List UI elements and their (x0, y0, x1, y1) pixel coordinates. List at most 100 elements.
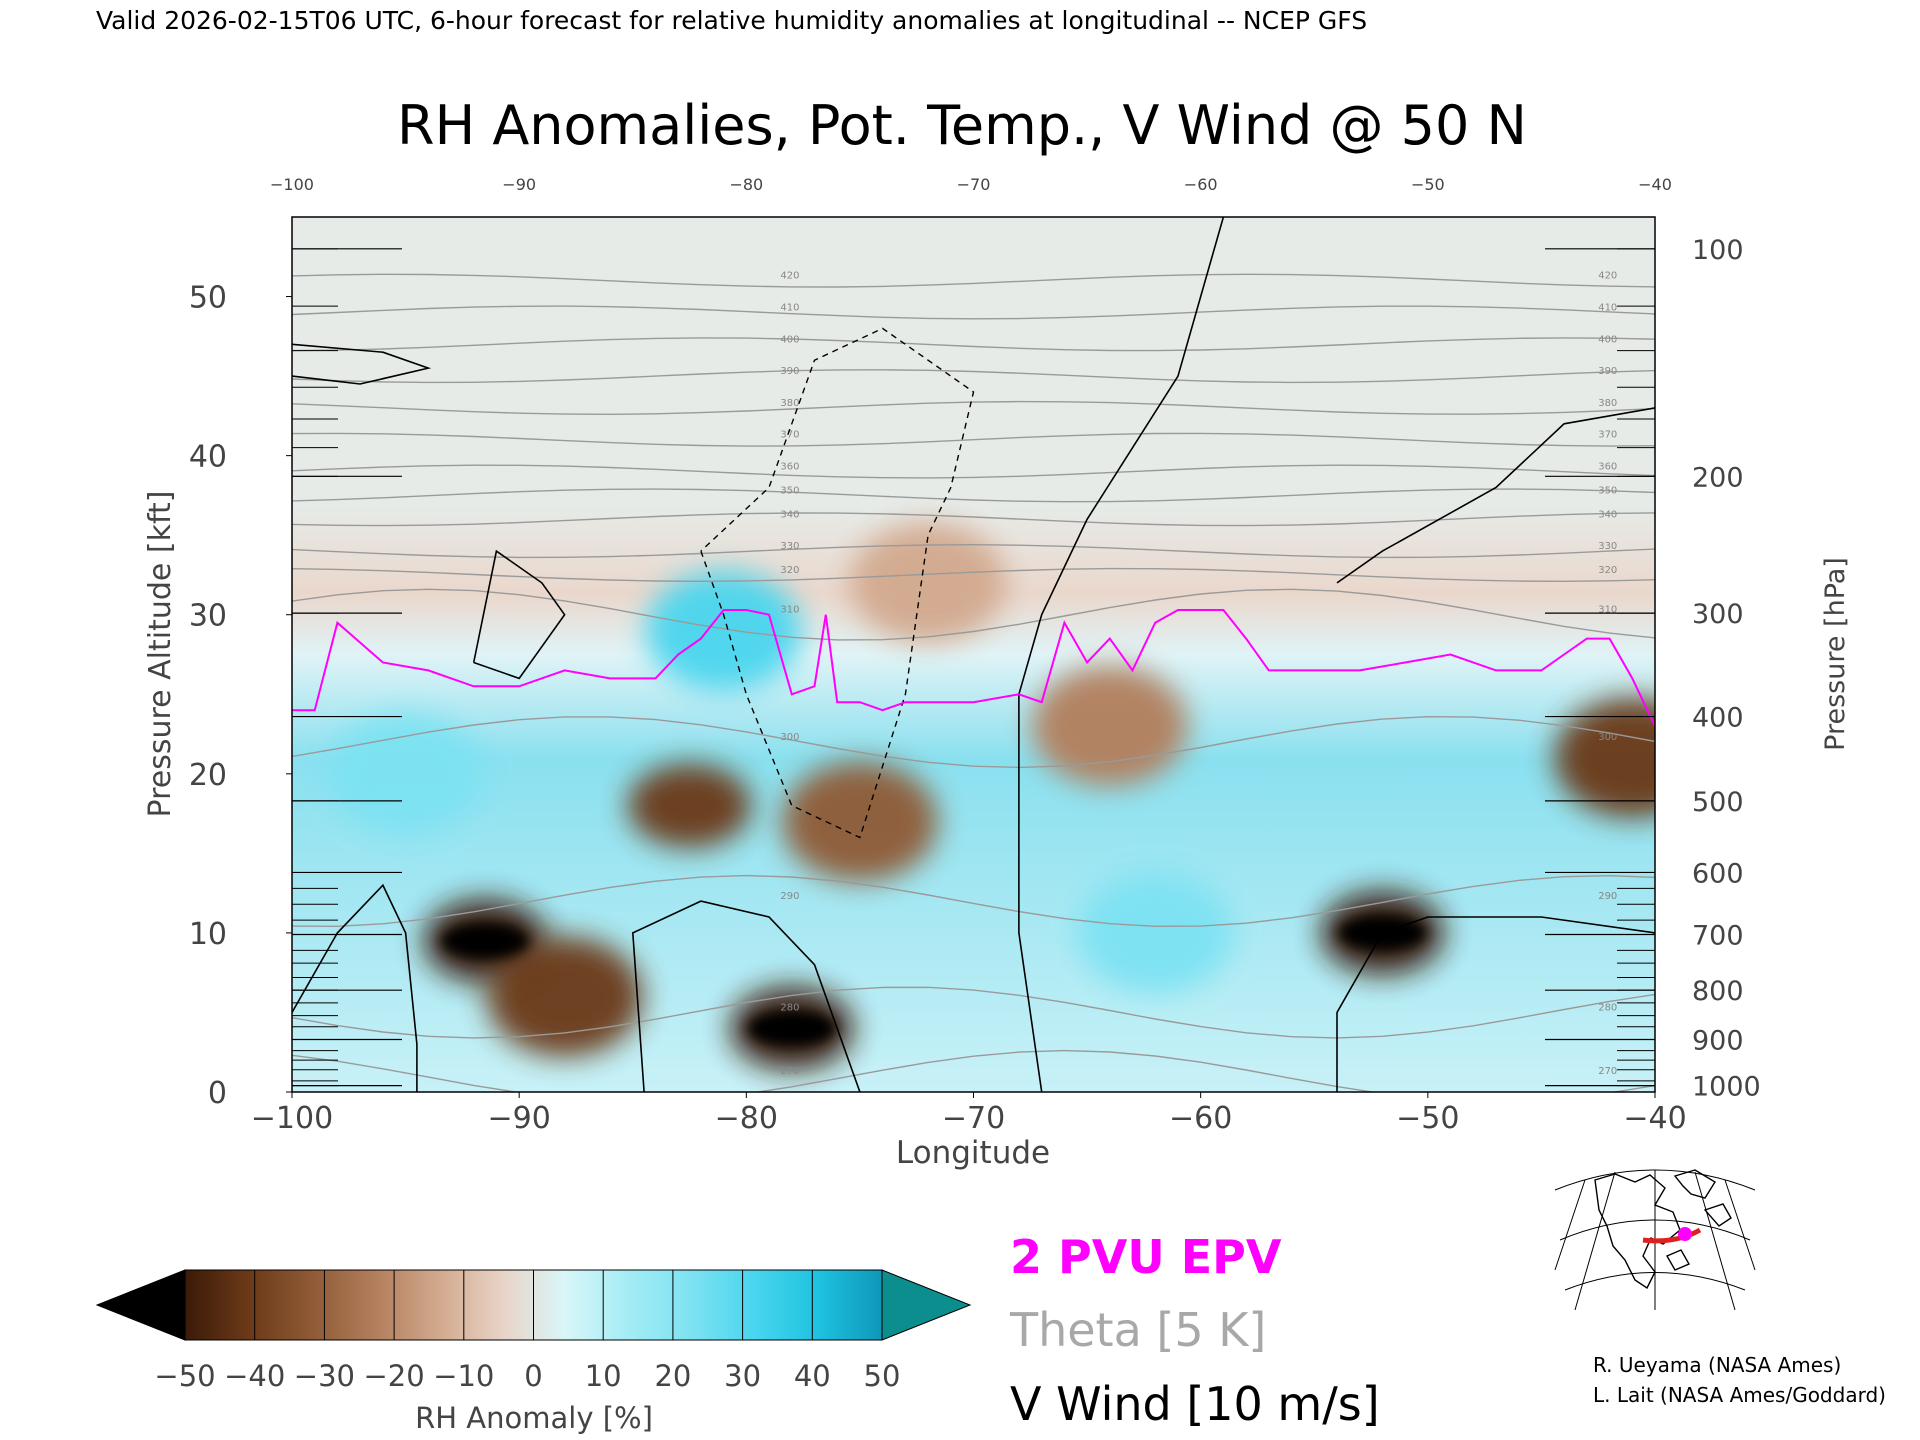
y-tick-label: 50 (189, 281, 227, 316)
theta-contour (292, 588, 1655, 641)
y-tick-label: 0 (208, 1076, 227, 1111)
theta-contour (292, 464, 1655, 479)
y-axis-label-right: Pressure [hPa] (1820, 557, 1851, 751)
theta-contour (292, 305, 1655, 320)
pressure-tick-label: 100 (1692, 235, 1744, 266)
colorbar-label: RH Anomaly [%] (415, 1401, 653, 1435)
legend-vwind: V Wind [10 m/s] (1010, 1377, 1380, 1431)
colorbar-tick-label: 30 (724, 1359, 761, 1393)
theta-contour (292, 488, 1655, 503)
map-track (1642, 1227, 1702, 1244)
pvu2-line-group (292, 609, 1655, 727)
theta-contour-label: 290 (1598, 891, 1617, 902)
theta-contour (292, 400, 1655, 416)
colorbar-tick-label: 50 (864, 1359, 901, 1393)
pressure-tick-label: 200 (1692, 462, 1744, 493)
map-inset (1554, 1160, 1756, 1311)
theta-contour-label: 310 (780, 605, 799, 616)
v-wind-contour (472, 549, 566, 680)
pvu2-line (292, 609, 1655, 727)
rh-anomaly-blob (1031, 666, 1188, 787)
colorbar-low-arrow (95, 1269, 186, 1341)
theta-contour (292, 512, 1655, 527)
theta-contour-label: 420 (780, 271, 799, 282)
credit-line-2: L. Lait (NASA Ames/Goddard) (1593, 1383, 1886, 1407)
theta-contour-label: 310 (1598, 605, 1617, 616)
v-wind-contour-negative (700, 327, 975, 839)
y-tick-label: 30 (189, 599, 227, 634)
colorbar-tick-label: −10 (433, 1359, 494, 1393)
x-tick-label: −100 (251, 1101, 333, 1136)
colorbar-tick-label: 10 (585, 1359, 622, 1393)
pressure-tick-label: 600 (1692, 858, 1744, 889)
pressure-tick-label: 1000 (1692, 1072, 1761, 1103)
v-wind-contour (631, 900, 861, 1092)
theta-contour (292, 567, 1655, 583)
v-wind-contour (292, 343, 432, 385)
rh-anomaly-field (327, 522, 1655, 1071)
colorbar-tick-label: −40 (224, 1359, 285, 1393)
theta-contour-label: 360 (780, 462, 799, 473)
x-tick-label: −80 (715, 1101, 778, 1136)
theta-contour-label: 300 (1598, 732, 1617, 743)
colorbar-tick-label: 0 (524, 1359, 542, 1393)
colorbar-tick-label: −50 (154, 1359, 215, 1393)
valid-line: Valid 2026-02-15T06 UTC, 6-hour forecast… (96, 6, 1367, 35)
theta-contour-label: 320 (780, 565, 799, 576)
x-axis-bottom: −100 −90 −80 −70 −60 −50 −40 (251, 1092, 1687, 1136)
theta-contour-label: 400 (780, 334, 799, 345)
rh-anomaly-blob (850, 522, 1007, 643)
rh-anomaly-blob (1077, 872, 1234, 993)
map-marker (1678, 1227, 1692, 1241)
theta-contour-label: 330 (780, 541, 799, 552)
theta-contour-label: 330 (1598, 541, 1617, 552)
theta-contour (292, 874, 1655, 928)
colorbar-high-arrow (881, 1269, 972, 1341)
pressure-tick-label: 400 (1692, 703, 1744, 734)
theta-contour-label: 270 (1598, 1066, 1617, 1077)
x-tick-label: −40 (1623, 1101, 1686, 1136)
theta-contour-label: 280 (1598, 1002, 1617, 1013)
pressure-tick-label: 700 (1692, 921, 1744, 952)
theta-contour-label: 380 (780, 398, 799, 409)
rh-anomaly-blob (327, 713, 484, 834)
theta-contour (292, 986, 1655, 1039)
chart-title: RH Anomalies, Pot. Temp., V Wind @ 50 N (397, 94, 1527, 157)
theta-contour-label: 290 (780, 891, 799, 902)
colorbar-tick-label: −20 (363, 1359, 424, 1393)
theta-contour (292, 273, 1655, 288)
pressure-tick-label: 300 (1692, 599, 1744, 630)
theta-contour-label: 410 (1598, 302, 1617, 313)
x-tick-label: −90 (488, 1101, 551, 1136)
y-axis-left: 0 10 20 30 40 50 (189, 281, 292, 1111)
rh-anomaly-blob (781, 761, 938, 882)
theta-contour-label: 370 (1598, 430, 1617, 441)
plot-area: 270 270 280 280 290 290 300 300 310 310 320 320 330 3… (292, 217, 1655, 1092)
pressure-tick-label: 500 (1692, 787, 1744, 818)
theta-contour-label: 380 (1598, 398, 1617, 409)
theta-contour-label: 420 (1598, 271, 1617, 282)
x-tick-label: −50 (1396, 1101, 1459, 1136)
theta-contour-label: 350 (1598, 485, 1617, 496)
pressure-tick-label: 800 (1692, 976, 1744, 1007)
y-axis-label-left: Pressure Altitude [kft] (143, 491, 178, 818)
x-top-tick-label: −90 (502, 175, 536, 194)
theta-contour-label: 320 (1598, 565, 1617, 576)
y-axis-right: 100 200 300 400 500 600 700 800 900 1000 (292, 235, 1761, 1103)
rh-anomaly-blob (1554, 697, 1655, 818)
rh-anomaly-blob (627, 763, 752, 848)
theta-contour-label: 270 (780, 1066, 799, 1077)
rh-anomaly-blob (645, 570, 802, 691)
rh-anomaly-core (747, 1010, 836, 1047)
theta-contour (292, 432, 1655, 447)
rh-anomaly-core (441, 922, 530, 959)
theta-contour-label: 410 (780, 302, 799, 313)
theta-contour-label: 400 (1598, 334, 1617, 345)
theta-contours: 270 270 280 280 290 290 300 300 310 310 320 320 330 3… (292, 271, 1655, 1092)
y-tick-label: 40 (189, 440, 227, 475)
legend-pvu: 2 PVU EPV (1010, 1230, 1282, 1284)
theta-contour-label: 300 (780, 732, 799, 743)
x-top-tick-label: −100 (270, 175, 314, 194)
v-wind-contour (1336, 407, 1655, 584)
